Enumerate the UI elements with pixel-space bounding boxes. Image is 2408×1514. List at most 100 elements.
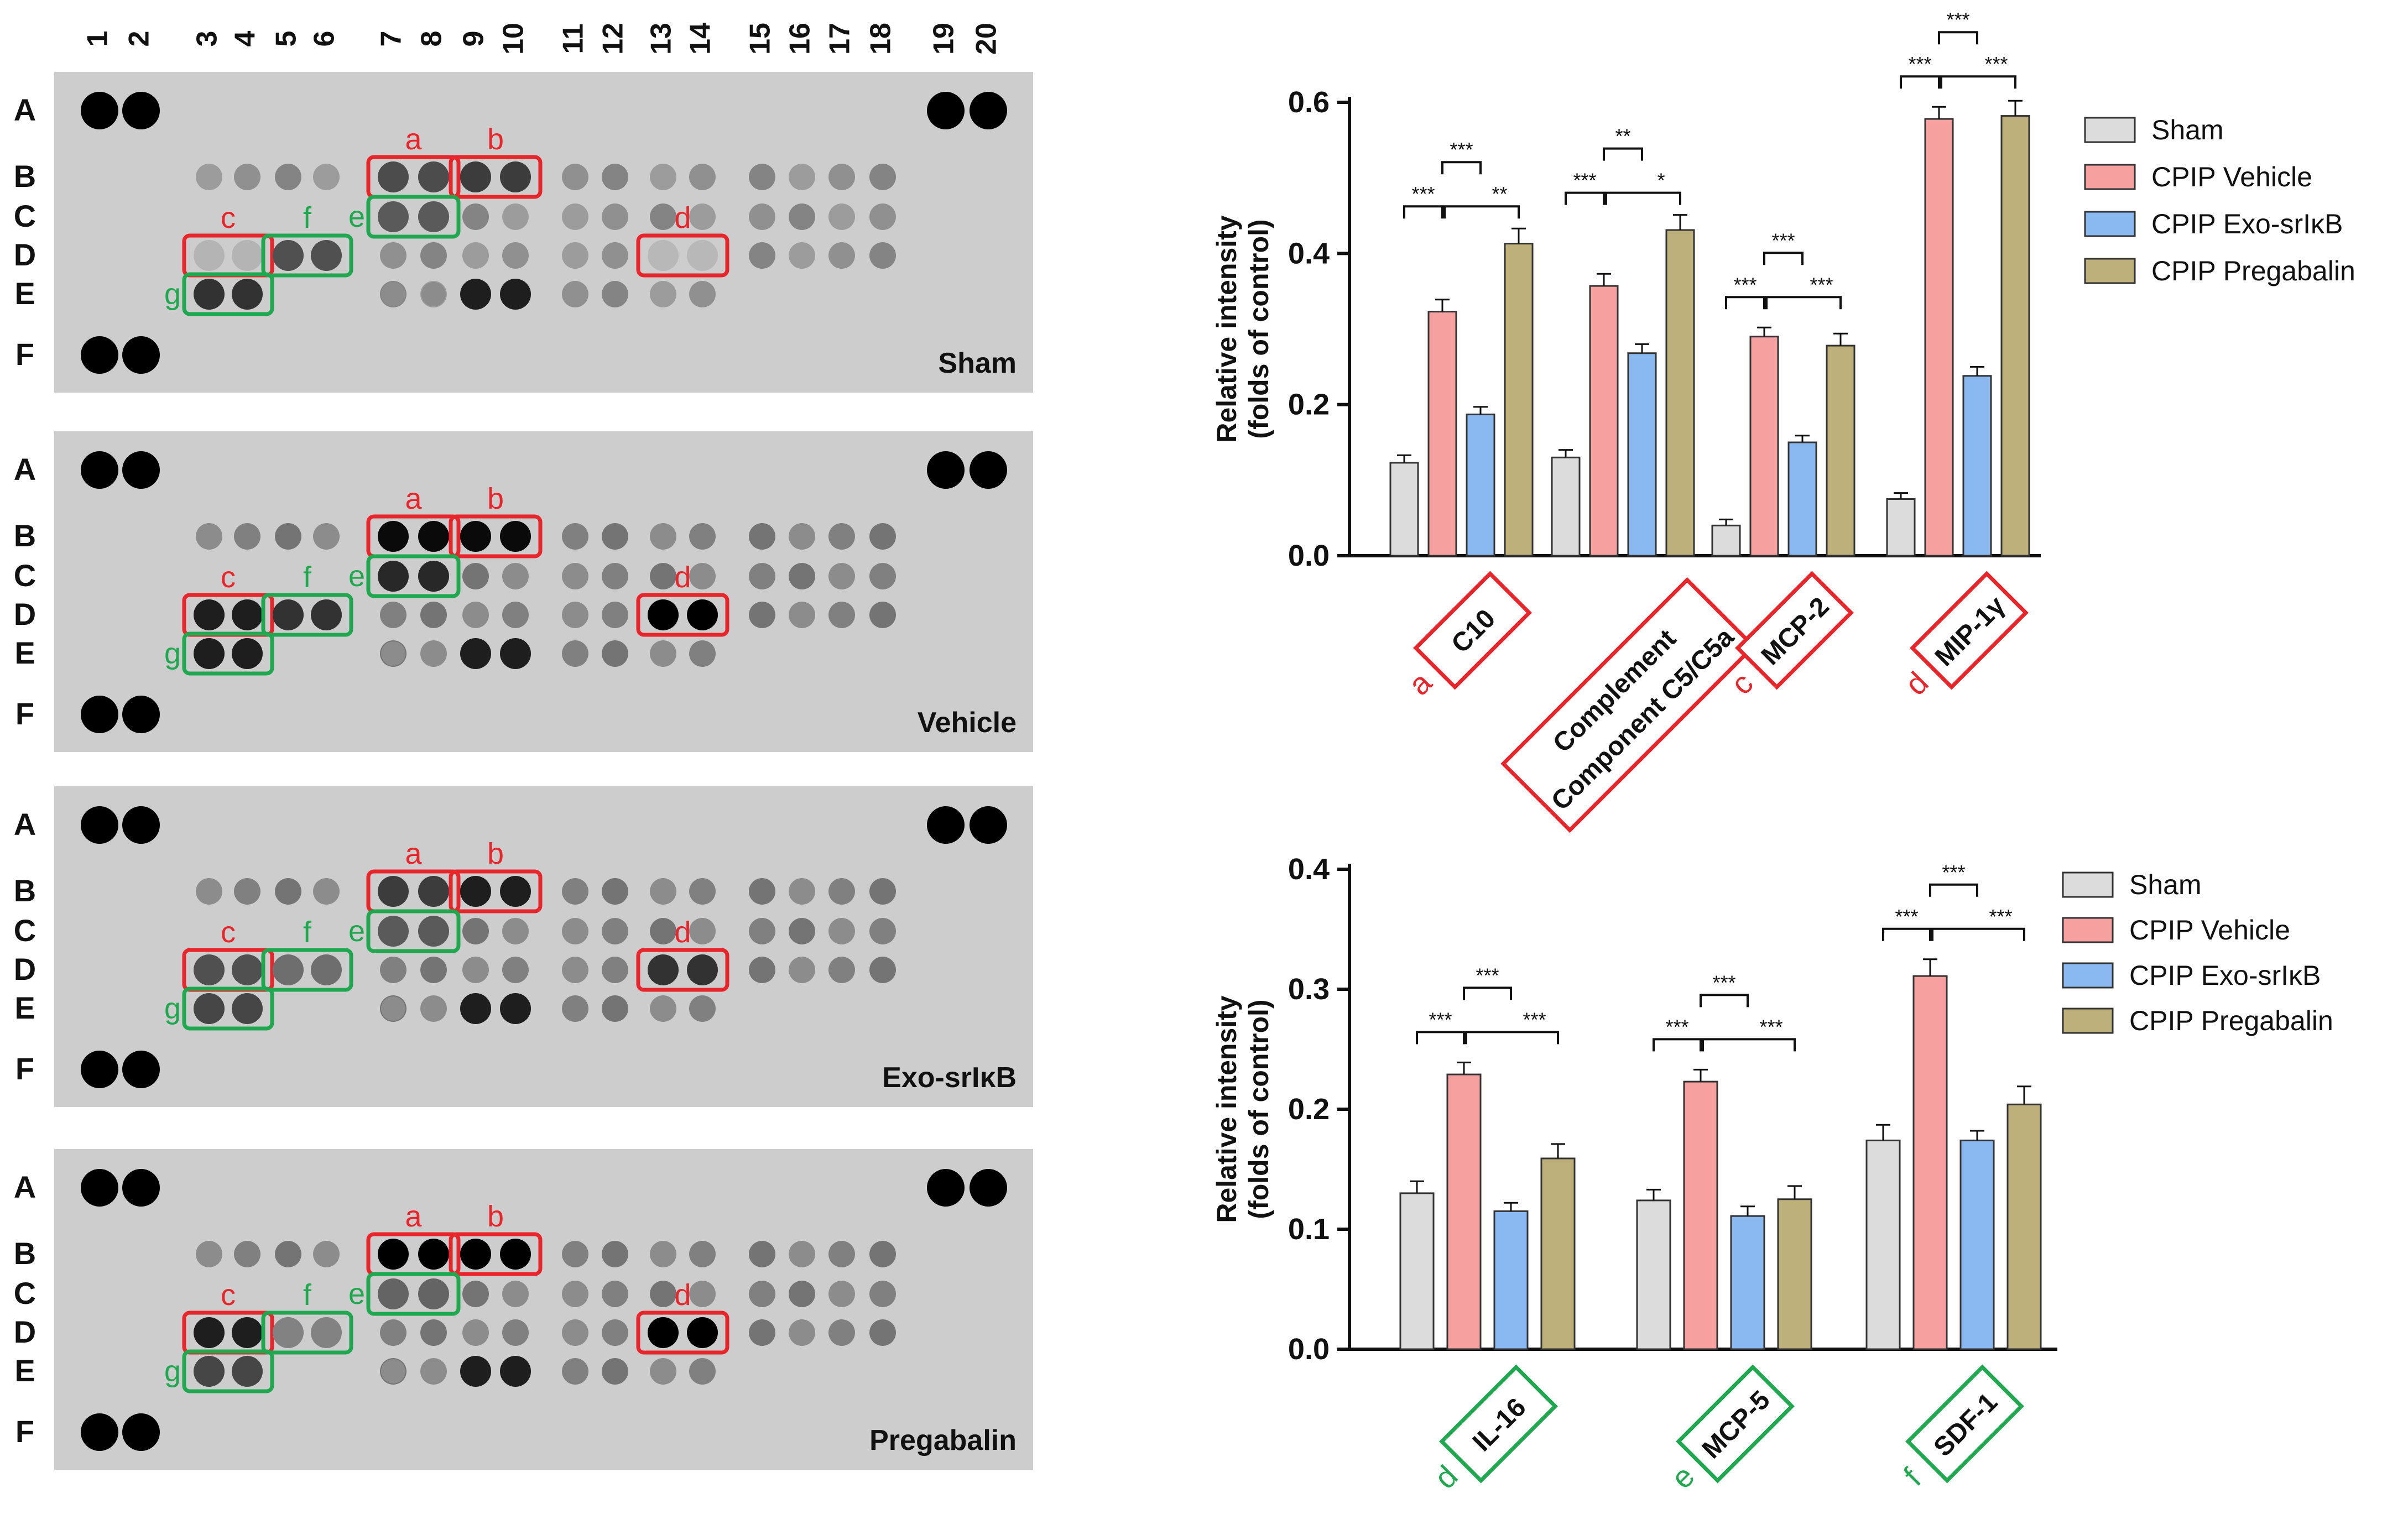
bar (2006, 1103, 2042, 1350)
highlight-box (182, 631, 274, 676)
array-spot (650, 203, 676, 230)
significance-label: *** (1429, 1008, 1452, 1031)
row-letter: E (14, 990, 35, 1025)
category-label: SDF-1f (1897, 1364, 2024, 1492)
significance-bracket (1465, 1031, 1559, 1045)
array-spot (869, 1281, 896, 1307)
array-spot (562, 878, 588, 905)
column-number: 1 (82, 31, 114, 47)
row-letter: C (14, 1276, 36, 1311)
array-spot (462, 602, 489, 628)
bar (1636, 1199, 1671, 1350)
array-spot (562, 242, 588, 269)
array-spot (313, 878, 340, 905)
highlight-box (261, 233, 353, 278)
array-spot (500, 161, 531, 192)
array-spot (689, 203, 716, 230)
array-spot (689, 878, 716, 905)
highlight-box-label: e (348, 1277, 365, 1311)
bar (1399, 1192, 1435, 1350)
array-spot (81, 1051, 118, 1088)
array-spot (749, 1319, 775, 1346)
array-spot (648, 240, 679, 271)
highlight-box-label: d (674, 201, 691, 234)
array-spot (81, 806, 118, 844)
bar (1665, 229, 1695, 557)
array-spot (232, 599, 263, 630)
highlight-box (636, 1311, 729, 1355)
row-letter: A (14, 92, 36, 127)
column-number: 10 (498, 23, 530, 55)
bar (1493, 1210, 1529, 1350)
array-spot (650, 1358, 676, 1385)
row-letter: A (14, 807, 36, 842)
legend-label: CPIP Exo-srIκB (2151, 208, 2343, 239)
highlight-box (261, 593, 353, 637)
highlight-box-label: d (674, 1278, 691, 1312)
array-spot (380, 602, 406, 628)
legend-swatch (2084, 117, 2136, 143)
significance-bracket (1882, 927, 1931, 941)
panel-label: Sham (938, 347, 1017, 379)
array-spot (789, 1319, 815, 1346)
category-tag: d (1427, 1459, 1464, 1496)
significance-bracket (1900, 75, 1940, 89)
array-spot (869, 164, 896, 190)
column-number: 14 (685, 23, 717, 55)
array-spot (81, 92, 118, 129)
highlight-box (182, 986, 274, 1031)
bar (1427, 311, 1457, 557)
significance-label: *** (1450, 138, 1473, 161)
array-spot (562, 563, 588, 589)
significance-bracket (1565, 191, 1605, 205)
array-spot (194, 954, 225, 985)
array-spot (273, 599, 304, 630)
legend-swatch (2084, 211, 2136, 237)
array-spot (749, 203, 775, 230)
array-spot (460, 521, 491, 552)
array-spot (380, 1319, 406, 1346)
legend-swatch (2062, 962, 2114, 989)
array-spot (970, 806, 1007, 844)
row-letter: B (14, 159, 36, 194)
legend-swatch (2062, 871, 2114, 898)
column-number: 5 (270, 31, 303, 47)
array-spot (650, 563, 676, 589)
array-spot (232, 279, 263, 310)
array-spot (232, 240, 263, 271)
array-spot (460, 876, 491, 907)
category-label: MCP-5e (1664, 1364, 1795, 1495)
bar (1777, 1198, 1812, 1350)
significance-label: *** (1989, 905, 2012, 928)
array-spot (421, 641, 446, 666)
array-spot (194, 1317, 225, 1348)
array-spot (602, 203, 628, 230)
bar (1924, 118, 1954, 557)
category-tag: c (1724, 666, 1759, 701)
array-spot (869, 203, 896, 230)
y-tick-label: 0.3 (1288, 973, 1330, 1006)
array-spot (689, 1281, 716, 1307)
bar (1540, 1157, 1576, 1350)
row-letter: E (14, 1353, 35, 1388)
legend-swatch (2084, 258, 2136, 284)
panel-label: Exo-srIκB (882, 1062, 1017, 1094)
array-spot (648, 1317, 679, 1348)
array-spot (828, 164, 855, 190)
array-spot (418, 876, 449, 907)
bar (1683, 1080, 1718, 1350)
bar (1551, 456, 1581, 557)
row-letter: F (15, 337, 34, 372)
legend-label: CPIP Exo-srIκB (2129, 960, 2321, 991)
array-spot (232, 1317, 263, 1348)
array-spot (311, 954, 342, 985)
array-spot (869, 918, 896, 944)
array-spot (420, 957, 447, 983)
array-spot (927, 451, 965, 489)
legend-label: CPIP Pregabalin (2151, 255, 2355, 286)
significance-bracket (1765, 296, 1842, 310)
array-spot (418, 561, 449, 592)
array-spot (500, 876, 531, 907)
